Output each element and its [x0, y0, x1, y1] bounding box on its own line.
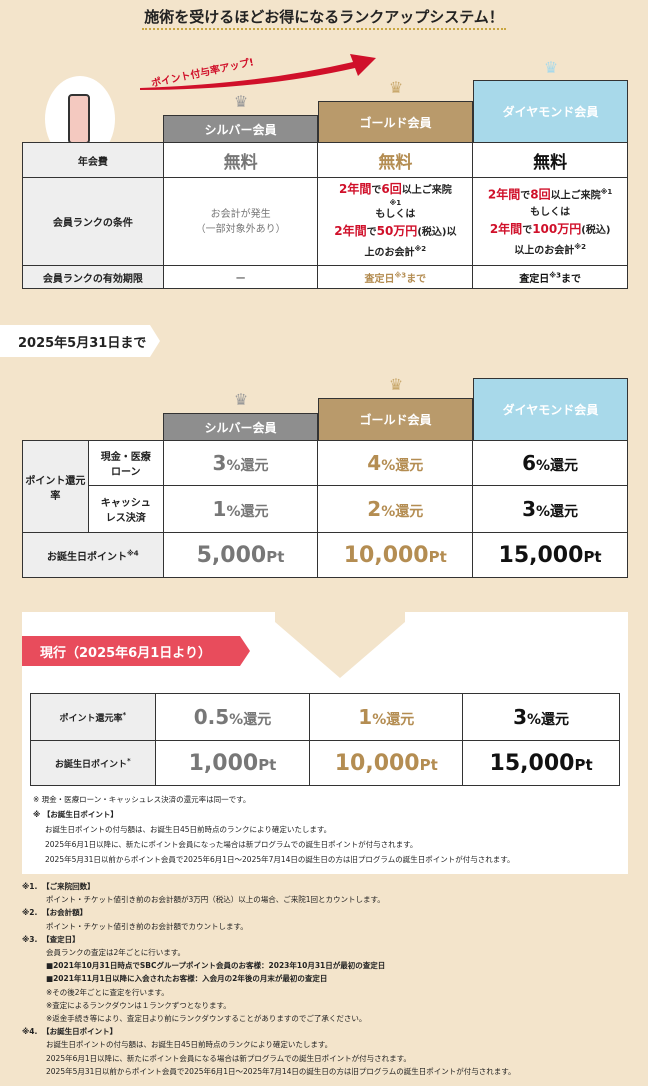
- gold-current-birthday: 10,000Pt: [309, 740, 464, 786]
- silver-validity: ー: [162, 265, 319, 289]
- silver-crown-icon: ♛: [233, 92, 249, 111]
- silver-cashless-rate: 1%還元: [162, 485, 319, 533]
- current-points-table: ポイント還元率* 0.5%還元 1%還元 3%還元 お誕生日ポイント* 1,00…: [30, 693, 620, 786]
- current-program-tab: 現行（2025年6月1日より）: [22, 636, 250, 666]
- rate-label: ポイント還元率: [22, 440, 89, 533]
- current-rate-row: ポイント還元率* 0.5%還元 1%還元 3%還元: [30, 693, 620, 741]
- silver-current-rate: 0.5%還元: [154, 693, 311, 741]
- gold-cashless-rate: 2%還元: [317, 485, 474, 533]
- birthday-label: お誕生日ポイント※4: [22, 532, 164, 578]
- silver-crown-icon: ♛: [233, 390, 249, 409]
- diamond-current-birthday: 15,000Pt: [462, 740, 620, 786]
- rank-conditions-table: 年会費 無料 無料 無料 会員ランクの条件 お会計が発生 （一部対象外あり） 2年…: [22, 142, 628, 289]
- diamond-cash-rate: 6%還元: [472, 440, 628, 486]
- gold-header: ゴールド会員: [318, 398, 473, 440]
- footnote-3: ※3. 【査定日】 会員ランクの査定は2年ごとに行います。 ■2021年10月31…: [22, 934, 386, 1024]
- panel-notes: ※ 現金・医療ローン・キャッシュレス決済の還元率は同一です。 ※ 【お誕生日ポイ…: [33, 795, 515, 864]
- diamond-cashless-rate: 3%還元: [472, 485, 628, 533]
- validity-row: 会員ランクの有効期限 ー 査定日※3まで 査定日※3まで: [22, 265, 628, 289]
- silver-current-birthday: 1,000Pt: [154, 740, 311, 786]
- gold-header: ゴールド会員: [318, 101, 473, 142]
- footnote-1: ※1. 【ご来院回数】 ポイント・チケット値引き前のお会計額が3万円（税込）以上の…: [22, 882, 385, 905]
- diamond-validity: 査定日※3まで: [472, 265, 628, 289]
- validity-label: 会員ランクの有効期限: [22, 265, 164, 289]
- footnote-4: ※4. 【お誕生日ポイント】 お誕生日ポイントの付与額は、お誕生日45日前時点の…: [22, 1027, 516, 1076]
- gold-cash-rate: 4%還元: [317, 440, 474, 486]
- current-birthday-label: お誕生日ポイント*: [30, 740, 156, 786]
- diamond-fee: 無料: [472, 142, 628, 178]
- conditions-label: 会員ランクの条件: [22, 177, 164, 266]
- conditions-row: 会員ランクの条件 お会計が発生 （一部対象外あり） 2年間で6回以上ご来院 ※1 …: [22, 177, 628, 266]
- gold-crown-icon: ♛: [388, 375, 404, 394]
- annual-fee-label: 年会費: [22, 142, 164, 178]
- footnotes: ※1. 【ご来院回数】 ポイント・チケット値引き前のお会計額が3万円（税込）以上の…: [22, 880, 632, 1078]
- phone-points-icon: [68, 94, 90, 144]
- diamond-header: ダイヤモンド会員: [473, 80, 628, 142]
- current-birthday-row: お誕生日ポイント* 1,000Pt 10,000Pt 15,000Pt: [30, 740, 620, 786]
- silver-birthday: 5,000Pt: [162, 532, 319, 578]
- annual-fee-row: 年会費 無料 無料 無料: [22, 142, 628, 178]
- gold-validity: 査定日※3まで: [317, 265, 474, 289]
- current-rate-label: ポイント還元率*: [30, 693, 156, 741]
- birthday-row: お誕生日ポイント※4 5,000Pt 10,000Pt 15,000Pt: [22, 532, 628, 578]
- silver-header: シルバー会員: [163, 115, 318, 142]
- gold-birthday: 10,000Pt: [317, 532, 474, 578]
- old-program-tab: 2025年5月31日まで: [0, 325, 160, 357]
- footnote-2: ※2. 【お会計額】 ポイント・チケット値引き前のお会計額でカウントします。: [22, 908, 248, 931]
- gold-condition: 2年間で6回以上ご来院 ※1 もしくは 2年間で50万円(税込)以 上のお会計※…: [317, 177, 474, 266]
- rank-up-arrow-icon: [140, 54, 376, 90]
- old-points-table: ポイント還元率 現金・医療ローン 3%還元 4%還元 6%還元 キャッシュレス決…: [22, 440, 628, 578]
- cashless-label: キャッシュレス決済: [87, 485, 164, 533]
- silver-cash-rate: 3%還元: [162, 440, 319, 486]
- diamond-birthday: 15,000Pt: [472, 532, 628, 578]
- silver-header: シルバー会員: [163, 413, 318, 440]
- diamond-current-rate: 3%還元: [462, 693, 620, 741]
- cash-rate-row: ポイント還元率 現金・医療ローン 3%還元 4%還元 6%還元: [22, 440, 628, 533]
- silver-condition: お会計が発生 （一部対象外あり）: [162, 177, 319, 266]
- gold-current-rate: 1%還元: [309, 693, 464, 741]
- page-title: 施術を受けるほどお得になるランクアップシステム！: [0, 6, 648, 30]
- diamond-crown-icon: ♛: [543, 58, 559, 77]
- diamond-condition: 2年間で8回以上ご来院※1 もしくは 2年間で100万円(税込) 以上のお会計※…: [472, 177, 628, 266]
- cash-label: 現金・医療ローン: [87, 440, 164, 486]
- diamond-header: ダイヤモンド会員: [473, 378, 628, 440]
- silver-fee: 無料: [162, 142, 319, 178]
- cashless-rate-row: キャッシュレス決済 1%還元 2%還元 3%還元: [23, 485, 628, 533]
- gold-crown-icon: ♛: [388, 78, 404, 97]
- gold-fee: 無料: [317, 142, 474, 178]
